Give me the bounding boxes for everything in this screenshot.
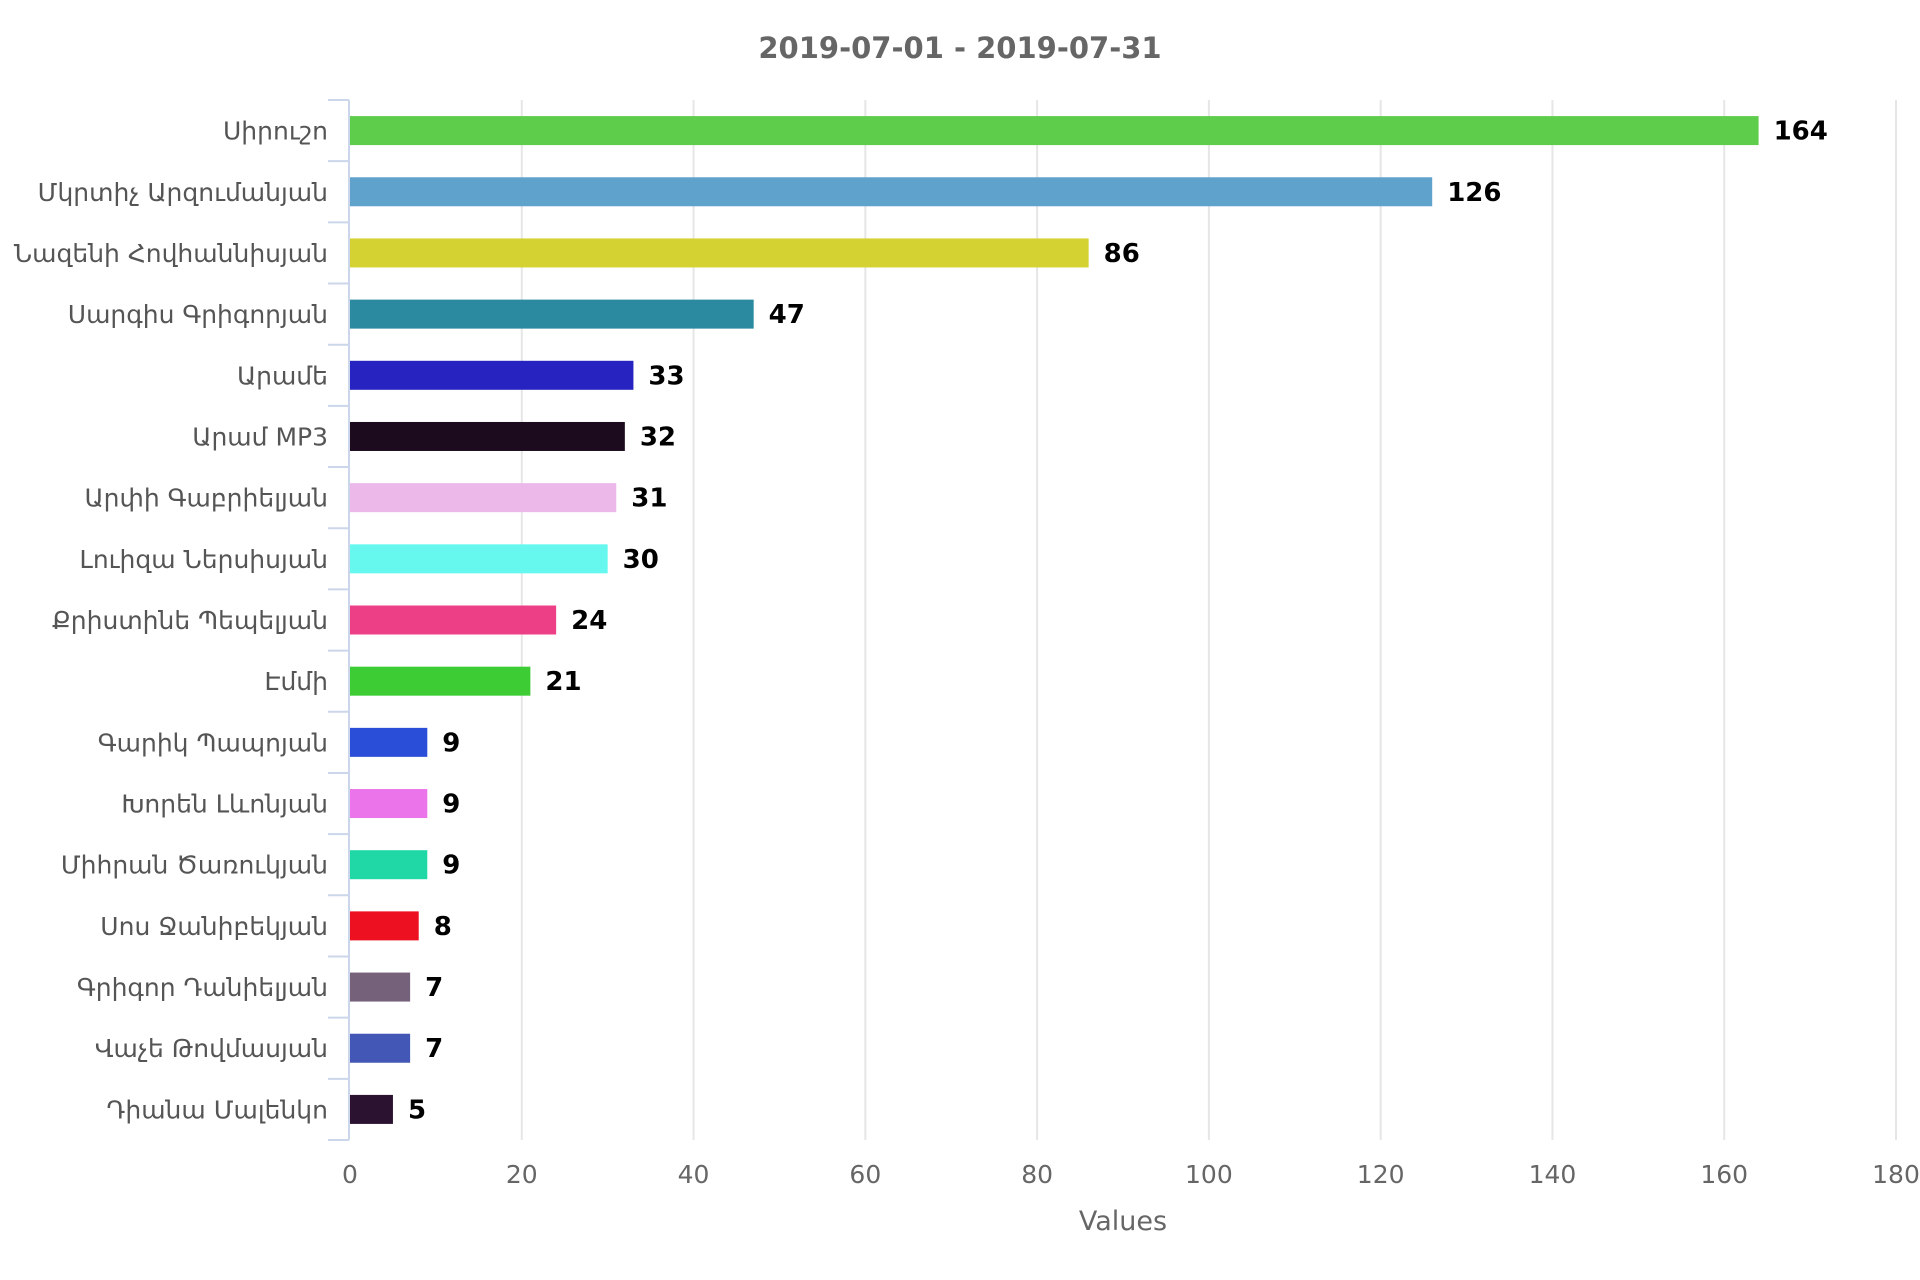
x-axis-ticks: 0 20 40 60 80 100 120 140 160 180 <box>342 1160 1920 1189</box>
data-label: 30 <box>623 545 659 575</box>
category-axis <box>328 99 350 1141</box>
category-label: Գարիկ Պապոյան <box>98 728 328 757</box>
x-axis-title: Values <box>1079 1206 1167 1237</box>
category-label: Սոս Ջանիբեկյան <box>100 912 328 941</box>
category-label: Նազենի Հովհաննիսյան <box>14 239 328 268</box>
category-label: Լուիզա Ներսիսյան <box>80 545 329 574</box>
bar <box>350 483 617 513</box>
bar <box>350 605 557 635</box>
bar <box>350 850 428 880</box>
bar <box>350 116 1759 146</box>
category-label: Արամ MP3 <box>192 422 328 451</box>
data-label: 126 <box>1447 178 1501 208</box>
gridlines <box>520 100 1897 1140</box>
x-tick-label: 0 <box>342 1160 358 1189</box>
bar <box>350 238 1089 268</box>
bar <box>350 177 1433 207</box>
bar <box>350 911 419 941</box>
category-label: Արփի Գաբրիելյան <box>85 484 328 513</box>
category-label: Սիրուշո <box>223 117 328 146</box>
bar <box>350 789 428 819</box>
x-tick-label: 60 <box>849 1160 881 1189</box>
category-label: Սարգիս Գրիգորյան <box>68 300 328 329</box>
x-tick-label: 80 <box>1021 1160 1053 1189</box>
bar <box>350 972 411 1002</box>
bar <box>350 727 428 757</box>
bar <box>350 1033 411 1063</box>
data-label: 31 <box>631 484 667 514</box>
data-label: 24 <box>571 606 607 636</box>
data-label: 9 <box>442 728 460 758</box>
category-label: Խորեն Լևոնյան <box>121 790 328 819</box>
category-label: Էմմի <box>264 667 328 696</box>
data-labels: 164 126 86 47 33 32 31 30 24 21 9 9 9 8 7 7 5 <box>408 117 1828 1126</box>
data-label: 9 <box>442 790 460 820</box>
category-label: Արամե <box>237 361 328 390</box>
category-label: Քրիստինե Պեպելյան <box>52 606 328 635</box>
data-label: 7 <box>425 1034 443 1064</box>
x-tick-label: 120 <box>1357 1160 1405 1189</box>
x-tick-label: 100 <box>1185 1160 1233 1189</box>
data-label: 32 <box>640 422 676 452</box>
category-label: Միհրան Ծառուկյան <box>61 851 328 880</box>
category-label: Մկրտիչ Արզումանյան <box>38 178 328 207</box>
data-label: 86 <box>1104 239 1140 269</box>
data-label: 9 <box>442 851 460 881</box>
category-label: Դիանա Մալենկո <box>107 1095 328 1124</box>
bar <box>350 666 531 696</box>
data-label: 8 <box>434 912 452 942</box>
x-tick-label: 40 <box>678 1160 710 1189</box>
x-tick-label: 180 <box>1872 1160 1920 1189</box>
data-label: 21 <box>545 667 581 697</box>
bars <box>350 116 1759 1124</box>
data-label: 33 <box>648 361 684 391</box>
x-tick-label: 20 <box>506 1160 538 1189</box>
data-label: 7 <box>425 973 443 1003</box>
category-labels: Սիրուշո Մկրտիչ Արզումանյան Նազենի Հովհաննի… <box>14 117 328 1125</box>
category-label: Վաչե Թովմասյան <box>95 1034 328 1063</box>
x-tick-label: 160 <box>1700 1160 1748 1189</box>
data-label: 47 <box>769 300 805 330</box>
data-label: 5 <box>408 1095 426 1125</box>
bar <box>350 1094 393 1124</box>
category-label: Գրիգոր Դանիելյան <box>77 973 328 1002</box>
bar <box>350 544 608 574</box>
bar <box>350 421 625 451</box>
bar <box>350 299 754 329</box>
x-tick-label: 140 <box>1529 1160 1577 1189</box>
chart-title: 2019-07-01 - 2019-07-31 <box>758 31 1161 65</box>
data-label: 164 <box>1774 117 1828 147</box>
bar <box>350 360 634 390</box>
